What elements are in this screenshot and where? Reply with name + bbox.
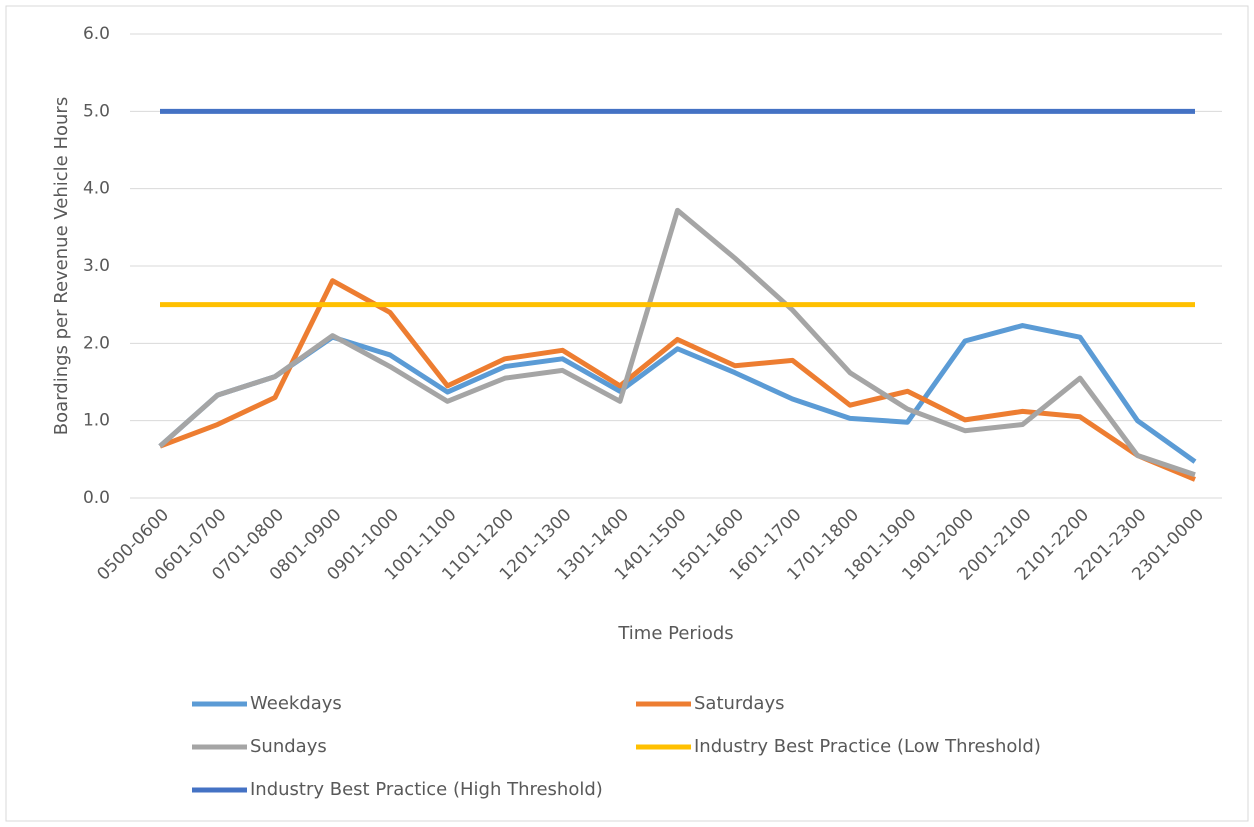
legend-label: Saturdays [694,693,785,714]
legend-label: Industry Best Practice (High Threshold) [250,779,603,800]
series-line [159,278,1196,482]
y-tick-label: 3.0 [83,256,110,276]
y-tick-label: 0.0 [83,488,110,508]
x-axis-title: Time Periods [617,623,733,644]
series-line [158,207,1196,478]
legend-label: Weekdays [250,693,342,714]
y-tick-label: 5.0 [83,101,110,121]
y-tick-label: 6.0 [83,24,110,44]
y-tick-label: 2.0 [83,333,110,353]
y-tick-label: 4.0 [83,179,110,199]
legend-label: Sundays [250,736,327,757]
legend-label: Industry Best Practice (Low Threshold) [694,736,1041,757]
y-axis-title: Boardings per Revenue Vehicle Hours [51,97,72,435]
y-tick-label: 1.0 [83,411,110,431]
